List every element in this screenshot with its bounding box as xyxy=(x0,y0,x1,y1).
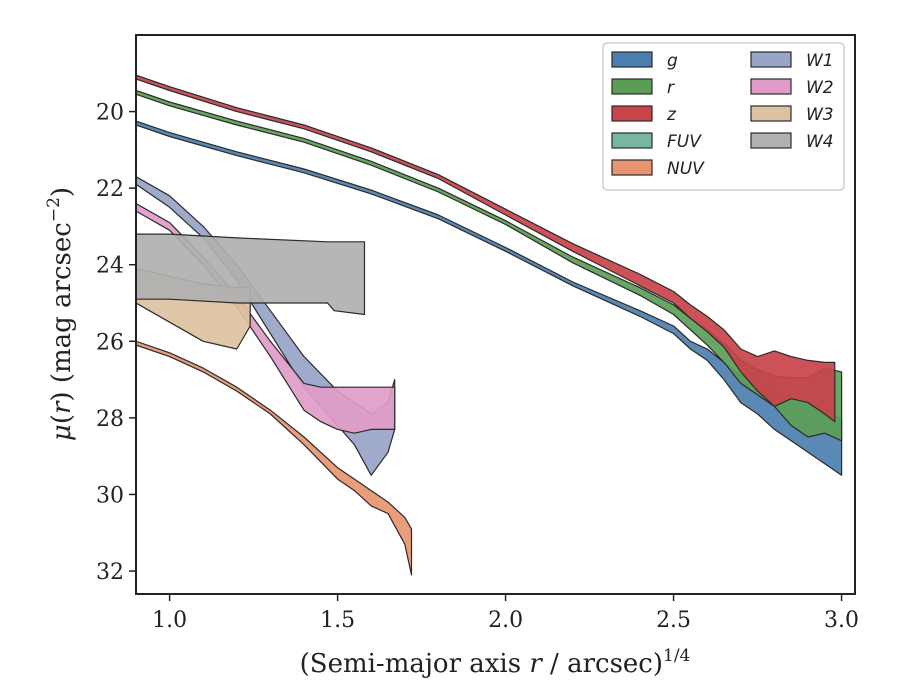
y-tick-label: 22 xyxy=(96,177,124,202)
y-axis-label: μ(r) (mag arcsec−2) xyxy=(44,187,77,441)
y-tick-label: 32 xyxy=(96,560,124,585)
legend-label-nuv: NUV xyxy=(667,159,705,179)
legend-swatch-r xyxy=(611,78,653,95)
x-tick-label: 1.0 xyxy=(152,608,187,633)
legend-swatch-w4 xyxy=(750,132,792,149)
y-tick-label: 24 xyxy=(96,254,124,279)
y-tick-label: 28 xyxy=(96,407,124,432)
legend-label-z: z xyxy=(666,105,677,125)
x-tick-label: 2.5 xyxy=(656,608,691,633)
legend-swatch-fuv xyxy=(611,132,653,149)
x-tick-label: 1.5 xyxy=(320,608,355,633)
legend-swatch-z xyxy=(611,105,653,122)
plot-frame xyxy=(135,34,856,595)
legend-label-w3: W3 xyxy=(806,105,834,125)
legend-swatch-w2 xyxy=(750,78,792,95)
legend-swatch-nuv xyxy=(611,159,653,176)
legend-label-r: r xyxy=(667,78,675,98)
legend-label-w1: W1 xyxy=(806,51,834,71)
band-z xyxy=(136,74,836,423)
band-nuv xyxy=(136,340,413,576)
x-axis-ticks: 1.0 1.5 2.0 2.5 3.0 xyxy=(152,594,859,633)
y-tick-label: 30 xyxy=(96,483,124,508)
band-w4 xyxy=(136,233,366,316)
y-axis-ticks: 20 22 24 26 28 30 32 xyxy=(96,101,136,585)
band-g xyxy=(136,120,843,476)
legend-swatch-w3 xyxy=(750,105,792,122)
legend: grz FUV NUV W1 W2 W3 W4 xyxy=(602,42,845,191)
y-tick-label: 26 xyxy=(96,330,124,355)
y-tick-label: 20 xyxy=(96,101,124,126)
x-tick-label: 2.0 xyxy=(488,608,523,633)
legend-swatch-w1 xyxy=(750,51,792,68)
bands-layer xyxy=(136,74,843,576)
legend-label-g: g xyxy=(667,51,678,71)
legend-label-w2: W2 xyxy=(806,78,834,98)
legend-swatch-g xyxy=(611,51,653,68)
x-tick-label: 3.0 xyxy=(824,608,859,633)
legend-label-fuv: FUV xyxy=(667,132,702,152)
x-axis-label: (Semi-major axis r / arcsec)1/4 xyxy=(300,646,691,679)
band-r xyxy=(136,89,843,442)
legend-label-w4: W4 xyxy=(806,132,834,152)
